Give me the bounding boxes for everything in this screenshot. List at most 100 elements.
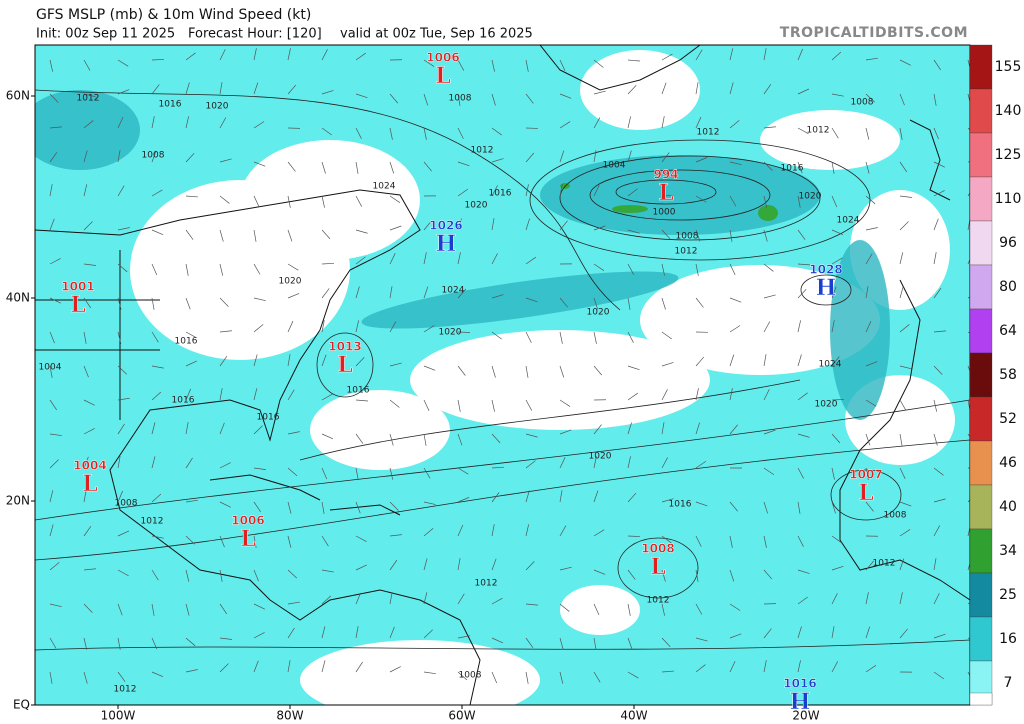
wind-barb <box>83 221 93 231</box>
wind-barb <box>491 331 502 340</box>
wind-barb <box>831 626 835 639</box>
wind-barb <box>491 93 496 106</box>
wind-barb <box>763 569 773 580</box>
wind-barb <box>423 399 430 412</box>
wind-barb <box>117 397 130 401</box>
wind-barb <box>491 433 501 444</box>
wind-barb <box>151 456 156 469</box>
wind-barb <box>219 603 228 615</box>
isobar-label: 1020 <box>589 452 612 462</box>
wind-barb <box>865 361 878 367</box>
wind-barb <box>865 433 871 446</box>
isobar-label: 1012 <box>475 579 498 589</box>
wind-barb <box>593 331 597 344</box>
wind-barb <box>831 433 841 444</box>
wind-barb <box>491 294 504 299</box>
wind-barb <box>627 297 631 310</box>
lat-label: 20N <box>6 494 30 508</box>
wind-barb <box>185 116 189 129</box>
isobar-label: 1008 <box>884 511 907 521</box>
center-value: 1026 <box>429 219 462 233</box>
center-value: 994 <box>653 168 678 182</box>
wind-barb <box>729 388 733 401</box>
wind-barb <box>423 325 435 333</box>
wind-barb <box>695 664 706 673</box>
wind-barb <box>49 331 55 344</box>
wind-barb <box>49 562 60 571</box>
wind-barb <box>457 288 467 299</box>
wind-barb <box>253 603 265 610</box>
wind-barb <box>389 93 399 104</box>
wind-barb <box>593 603 600 616</box>
title: GFS MSLP (mb) & 10m Wind Speed (kt) <box>36 7 311 23</box>
isobar-label: 1020 <box>815 400 838 410</box>
wind-barb <box>865 665 877 673</box>
wind-barb <box>185 152 195 163</box>
wind-barb <box>355 127 362 139</box>
wind-barb <box>253 229 257 242</box>
wind-barb <box>865 560 875 571</box>
wind-barb <box>627 603 631 616</box>
wind-barb <box>253 569 259 582</box>
wind-barb <box>49 524 54 537</box>
wind-barb <box>185 637 196 647</box>
wind-barb <box>491 558 497 571</box>
wind-barb <box>831 229 844 236</box>
wind-barb <box>83 331 87 344</box>
wind-barb <box>899 529 911 537</box>
wind-barb <box>389 362 402 367</box>
wind-barb <box>287 48 291 61</box>
wind-barb <box>389 559 398 571</box>
center-letter: H <box>436 231 457 257</box>
wind-barb <box>627 492 637 503</box>
wind-barb <box>287 320 294 333</box>
wind-barb <box>593 569 606 575</box>
wind-barb <box>491 185 498 197</box>
wind-barb <box>559 150 565 163</box>
wind-barb <box>321 354 327 367</box>
wind-barb <box>423 629 433 639</box>
wind-barb <box>49 433 62 436</box>
wind-barb <box>219 569 223 582</box>
wind-barb <box>491 492 500 503</box>
center-letter: L <box>337 352 352 378</box>
wind-barb <box>491 127 502 136</box>
wind-barb <box>253 388 258 401</box>
wind-barb <box>389 195 401 203</box>
isobar-label: 1008 <box>459 671 482 681</box>
wind-barb <box>287 467 298 477</box>
wind-barb <box>83 59 91 71</box>
wind-barb <box>865 592 869 605</box>
wind-barb <box>219 462 231 469</box>
colorbar-tick-label: 58 <box>999 367 1017 383</box>
wind-barb <box>423 252 427 265</box>
wind-barb <box>559 59 566 72</box>
wind-barb <box>491 399 495 412</box>
wind-barb <box>117 227 130 231</box>
wind-barb <box>355 93 368 99</box>
wind-barb <box>933 498 946 503</box>
center-letter: H <box>816 275 837 301</box>
wind-barb <box>661 670 674 673</box>
wind-barb <box>627 85 637 95</box>
wind-barb <box>933 330 946 333</box>
wind-barb <box>865 467 869 480</box>
wind-barb <box>491 59 495 72</box>
wind-barb <box>423 467 431 479</box>
wind-barb <box>763 628 772 639</box>
wind-barb <box>423 93 429 106</box>
isobar-label: 1020 <box>206 102 229 112</box>
wind-barb <box>899 195 912 198</box>
wind-barb <box>729 501 738 512</box>
wind-barb <box>185 388 191 401</box>
isobar-label: 1008 <box>851 98 874 108</box>
wind-barb <box>627 456 631 469</box>
wind-barb <box>831 535 843 544</box>
wind-barb <box>253 535 257 548</box>
colorbar-segment <box>969 572 993 618</box>
wind-barb <box>525 297 538 303</box>
wind-barb <box>83 365 89 378</box>
forecast-hour: Forecast Hour: [120] <box>188 27 322 42</box>
wind-barb <box>797 501 801 514</box>
wind-barb <box>559 671 564 684</box>
